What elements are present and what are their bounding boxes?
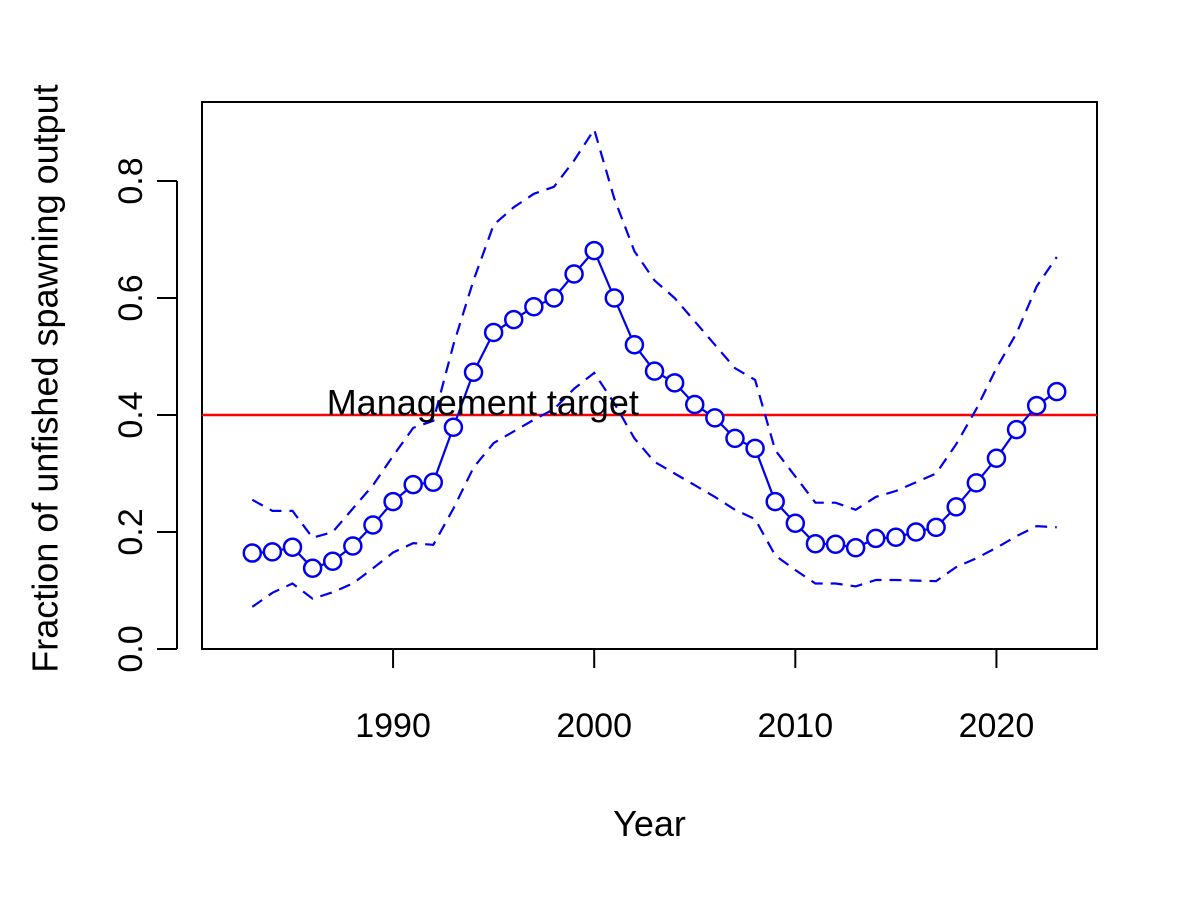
data-point xyxy=(262,542,283,562)
data-point xyxy=(483,322,504,343)
series-group xyxy=(242,126,1067,608)
data-point xyxy=(363,515,383,535)
x-tick-label: 2010 xyxy=(757,707,833,745)
data-point xyxy=(664,373,685,393)
data-point xyxy=(383,491,403,512)
data-point xyxy=(524,297,544,317)
data-point xyxy=(926,517,946,538)
data-point xyxy=(282,537,303,557)
data-point xyxy=(785,513,806,533)
data-point xyxy=(343,536,363,556)
series-line-upper-interval xyxy=(251,126,1058,540)
y-tick-label: 0.8 xyxy=(112,157,150,204)
data-point xyxy=(624,335,645,355)
data-point xyxy=(765,491,785,512)
data-point xyxy=(845,538,866,558)
data-point xyxy=(1026,395,1047,416)
data-point xyxy=(443,417,464,438)
x-tick-label: 2000 xyxy=(556,707,632,745)
data-point xyxy=(685,394,705,415)
data-point xyxy=(403,474,423,495)
x-axis-title: Year xyxy=(613,803,686,844)
reference-line-label: Management target xyxy=(327,382,639,423)
data-point xyxy=(644,361,665,381)
x-tick-label: 1990 xyxy=(355,707,431,745)
data-point xyxy=(322,551,343,571)
data-point xyxy=(1006,419,1027,440)
data-point xyxy=(584,240,604,261)
data-point xyxy=(705,408,725,428)
data-point xyxy=(946,497,966,517)
data-point xyxy=(604,288,625,308)
data-point xyxy=(886,527,906,548)
y-tick-label: 0.6 xyxy=(112,274,150,321)
data-point xyxy=(1047,381,1067,402)
data-point xyxy=(463,362,484,383)
data-point xyxy=(745,438,765,459)
data-point xyxy=(906,522,926,542)
y-tick-label: 0.4 xyxy=(112,391,150,438)
data-point xyxy=(805,533,826,554)
data-point xyxy=(564,264,584,284)
x-tick-label: 2020 xyxy=(959,707,1035,745)
data-point xyxy=(423,472,444,493)
data-point xyxy=(302,558,323,579)
data-point xyxy=(866,528,886,549)
data-point xyxy=(966,473,987,493)
data-point xyxy=(986,448,1007,469)
y-axis-title: Fraction of unfished spawning output xyxy=(25,84,66,672)
y-axis: 0.0 0.2 0.4 0.6 0.8 xyxy=(112,157,178,673)
data-point xyxy=(544,288,564,308)
y-tick-label: 0.2 xyxy=(112,508,150,555)
data-point xyxy=(725,428,745,449)
data-point xyxy=(503,309,524,330)
x-axis: 1990 2000 2010 2020 xyxy=(355,648,1035,745)
data-point xyxy=(825,534,846,555)
y-tick-label: 0.0 xyxy=(112,625,150,672)
data-point xyxy=(242,543,263,563)
